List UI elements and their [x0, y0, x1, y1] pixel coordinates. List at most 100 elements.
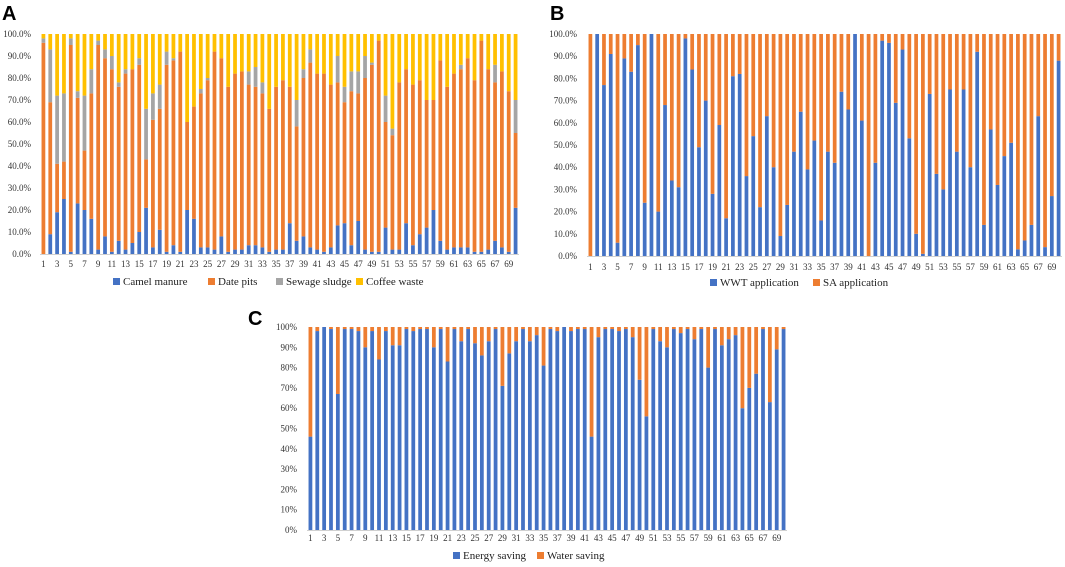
x-tick-label: 45 [608, 533, 618, 543]
bar-segment-sewage-sludge-18 [157, 84, 162, 109]
bar-segment-water-saving-54 [671, 327, 676, 330]
bar-segment-coffee-waste-12 [116, 34, 121, 83]
bar-segment-date-pits-32 [253, 86, 258, 246]
x-tick-label: 23 [735, 262, 745, 272]
x-tick-label: 29 [231, 259, 241, 269]
bar-segment-water-saving-17 [418, 327, 423, 330]
y-tick-label: 70.0% [554, 96, 578, 106]
x-tick-label: 57 [422, 259, 432, 269]
bar-segment-coffee-waste-51 [383, 34, 388, 96]
bar-segment-water-saving-62 [726, 327, 731, 340]
bar-segment-wwt-application-22 [731, 76, 735, 257]
x-tick-label: 55 [408, 259, 418, 269]
bar-segment-camel-manure-70 [513, 207, 518, 254]
bar-segment-coffee-waste-31 [246, 34, 251, 72]
x-tick-label: 13 [121, 259, 131, 269]
bar-segment-sewage-sludge-24 [198, 89, 203, 94]
bar-segment-wwt-application-14 [676, 187, 681, 256]
bar-segment-camel-manure-38 [294, 240, 299, 254]
bar-segment-coffee-waste-64 [472, 34, 477, 81]
bar-segment-water-saving-32 [521, 327, 525, 330]
bar-segment-wwt-application-15 [683, 38, 688, 256]
bar-segment-sewage-sludge-46 [349, 71, 354, 92]
x-tick-label: 53 [663, 533, 673, 543]
bar-segment-water-saving-14 [397, 327, 402, 346]
x-tick-label: 69 [772, 533, 782, 543]
bar-segment-camel-manure-56 [417, 234, 422, 254]
x-tick-label: 55 [676, 533, 686, 543]
x-tick-label: 31 [789, 262, 798, 272]
x-tick-label: 13 [388, 533, 398, 543]
bar-segment-water-saving-65 [747, 327, 752, 388]
bar-segment-coffee-waste-37 [287, 34, 292, 87]
bar-segment-coffee-waste-38 [294, 34, 299, 100]
bar-segment-energy-saving-27 [486, 341, 491, 530]
bar-segment-coffee-waste-65 [479, 34, 484, 41]
bar-segment-sewage-sludge-62 [458, 64, 463, 70]
x-tick-label: 1 [308, 533, 313, 543]
bar-segment-water-saving-25 [473, 327, 477, 344]
bar-segment-water-saving-47 [623, 327, 628, 330]
bar-segment-sa-application-63 [1009, 34, 1013, 143]
bar-segment-wwt-application-38 [839, 91, 844, 256]
bar-segment-coffee-waste-4 [62, 34, 66, 94]
bar-segment-coffee-waste-14 [130, 34, 135, 70]
bar-segment-wwt-application-37 [832, 162, 837, 256]
bar-segment-sewage-sludge-47 [356, 71, 361, 94]
bar-segment-date-pits-65 [479, 40, 484, 252]
bar-segment-coffee-waste-27 [219, 34, 224, 59]
bar-segment-camel-manure-42 [322, 251, 326, 254]
bar-segment-energy-saving-60 [713, 329, 717, 530]
bar-segment-sa-application-29 [778, 34, 783, 237]
bar-segment-energy-saving-4 [329, 329, 333, 530]
bar-segment-water-saving-56 [685, 327, 690, 330]
bar-segment-camel-manure-30 [239, 249, 244, 254]
x-tick-label: 49 [635, 533, 645, 543]
bar-segment-camel-manure-55 [411, 245, 415, 254]
bar-segment-coffee-waste-28 [226, 34, 231, 87]
y-tick-label: 0% [285, 525, 298, 535]
bar-segment-camel-manure-39 [301, 236, 306, 254]
x-tick-label: 39 [567, 533, 577, 543]
bar-segment-wwt-application-57 [968, 167, 973, 256]
x-tick-label: 5 [69, 259, 74, 269]
bar-segment-water-saving-55 [678, 327, 683, 334]
bar-segment-wwt-application-27 [764, 116, 769, 256]
x-tick-label: 35 [272, 259, 282, 269]
bar-segment-coffee-waste-29 [233, 34, 237, 74]
bar-segment-energy-saving-41 [582, 329, 587, 530]
bar-segment-camel-manure-8 [89, 218, 94, 254]
bar-segment-wwt-application-9 [642, 202, 647, 256]
bar-segment-wwt-application-44 [880, 40, 885, 256]
bar-segment-energy-saving-49 [637, 379, 642, 530]
bar-segment-sa-application-14 [676, 34, 681, 188]
bar-segment-water-saving-10 [370, 327, 375, 332]
bar-segment-energy-saving-52 [658, 341, 663, 530]
bar-segment-date-pits-59 [438, 60, 443, 241]
bar-segment-sa-application-23 [737, 34, 742, 74]
bar-segment-date-pits-28 [226, 86, 231, 252]
bar-segment-camel-manure-61 [452, 247, 456, 254]
bar-segment-energy-saving-8 [356, 331, 361, 530]
panel-label-a: A [2, 3, 16, 25]
x-tick-label: 51 [381, 259, 390, 269]
x-tick-label: 33 [258, 259, 268, 269]
bar-segment-wwt-application-12 [663, 105, 667, 256]
bar-segment-wwt-application-33 [805, 169, 810, 256]
bar-segment-coffee-waste-5 [68, 34, 73, 39]
bar-segment-energy-saving-31 [514, 341, 519, 530]
bar-segment-water-saving-6 [342, 327, 347, 330]
x-tick-label: 39 [844, 262, 854, 272]
bar-segment-wwt-application-52 [934, 173, 939, 256]
bar-segment-wwt-application-25 [751, 136, 756, 256]
bar-segment-camel-manure-50 [376, 251, 381, 254]
bar-segment-wwt-application-61 [995, 184, 1000, 256]
bar-segment-water-saving-26 [479, 327, 484, 356]
bar-segment-wwt-application-62 [1002, 156, 1007, 256]
bar-segment-sewage-sludge-39 [301, 69, 306, 78]
bar-segment-energy-saving-9 [363, 347, 368, 530]
x-tick-label: 5 [615, 262, 620, 272]
bar-segment-sa-application-58 [975, 34, 980, 52]
bar-segment-water-saving-1 [308, 327, 313, 437]
